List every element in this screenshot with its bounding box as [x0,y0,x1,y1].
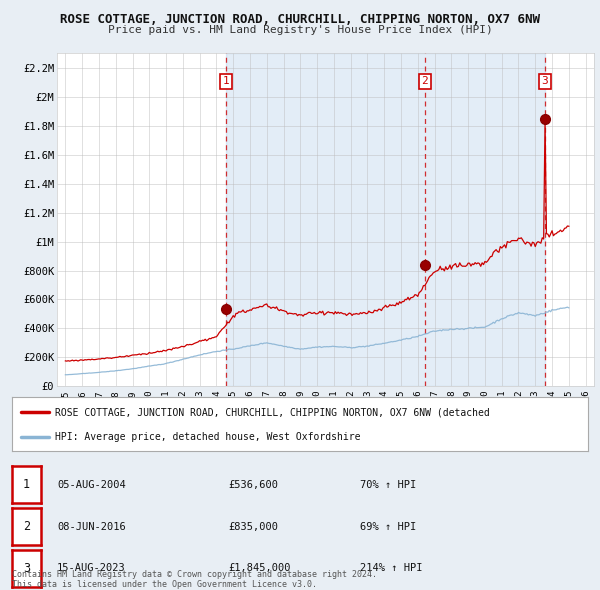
Text: 69% ↑ HPI: 69% ↑ HPI [360,522,416,532]
Text: 3: 3 [23,562,30,575]
Text: ROSE COTTAGE, JUNCTION ROAD, CHURCHILL, CHIPPING NORTON, OX7 6NW: ROSE COTTAGE, JUNCTION ROAD, CHURCHILL, … [60,13,540,26]
Text: £1,845,000: £1,845,000 [228,563,290,573]
Text: 214% ↑ HPI: 214% ↑ HPI [360,563,422,573]
Bar [226,53,545,386]
Text: Contains HM Land Registry data © Crown copyright and database right 2024.
This d: Contains HM Land Registry data © Crown c… [12,570,377,589]
Text: 2: 2 [421,77,428,86]
Text: 1: 1 [223,77,230,86]
Text: £536,600: £536,600 [228,480,278,490]
Text: ROSE COTTAGE, JUNCTION ROAD, CHURCHILL, CHIPPING NORTON, OX7 6NW (detached: ROSE COTTAGE, JUNCTION ROAD, CHURCHILL, … [55,407,490,417]
Text: 70% ↑ HPI: 70% ↑ HPI [360,480,416,490]
Text: £835,000: £835,000 [228,522,278,532]
Text: 3: 3 [542,77,548,86]
Text: Price paid vs. HM Land Registry's House Price Index (HPI): Price paid vs. HM Land Registry's House … [107,25,493,35]
Text: 05-AUG-2004: 05-AUG-2004 [57,480,126,490]
Text: 2: 2 [23,520,30,533]
Text: HPI: Average price, detached house, West Oxfordshire: HPI: Average price, detached house, West… [55,432,361,442]
Text: 15-AUG-2023: 15-AUG-2023 [57,563,126,573]
Text: 08-JUN-2016: 08-JUN-2016 [57,522,126,532]
Text: 1: 1 [23,478,30,491]
